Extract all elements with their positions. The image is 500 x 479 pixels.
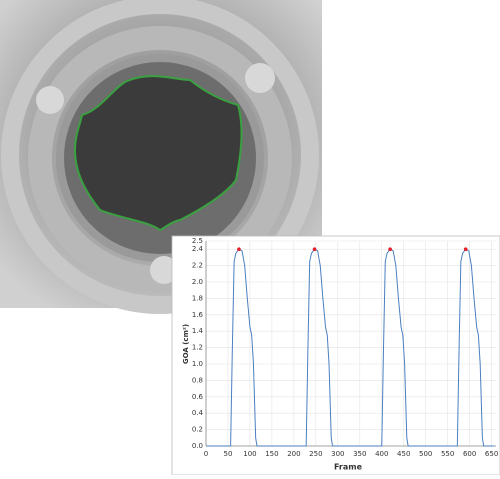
y-tick-label: 1.8 xyxy=(192,294,203,302)
x-tick-label: 650 xyxy=(485,450,498,458)
x-tick-label: 300 xyxy=(331,450,344,458)
x-tick-label: 600 xyxy=(463,450,476,458)
y-tick-label: 1.0 xyxy=(192,360,203,368)
x-tick-label: 100 xyxy=(243,450,256,458)
x-tick-label: 450 xyxy=(397,450,410,458)
y-tick-label: 1.2 xyxy=(192,344,203,352)
y-tick-label: 0.4 xyxy=(192,409,204,417)
y-tick-label: 2.2 xyxy=(192,262,203,270)
y-axis-label: GOA (cm²) xyxy=(182,324,190,364)
x-tick-label: 400 xyxy=(375,450,388,458)
y-tick-label: 2.5 xyxy=(192,237,203,245)
x-tick-label: 250 xyxy=(309,450,322,458)
y-tick-label: 1.4 xyxy=(192,327,204,335)
y-tick-label: 1.6 xyxy=(192,311,204,319)
y-tick-label: 2.0 xyxy=(192,278,203,286)
x-tick-label: 0 xyxy=(204,450,208,458)
x-tick-label: 350 xyxy=(353,450,366,458)
x-tick-label: 550 xyxy=(441,450,454,458)
y-tick-label: 2.4 xyxy=(192,245,204,253)
peak-marker xyxy=(312,247,317,251)
chart: Frame GOA (cm²) 0.0 0.2 0.4 0.6 0.8 1.0 1.2 1.4… xyxy=(171,235,500,476)
peak-marker xyxy=(237,247,241,251)
x-tick-label: 150 xyxy=(265,450,278,458)
peak-marker xyxy=(463,247,468,251)
x-tick-label: 50 xyxy=(224,450,233,458)
peak-marker xyxy=(388,247,392,251)
x-axis-label: Frame xyxy=(334,463,363,472)
y-tick-label: 0.8 xyxy=(192,376,203,384)
y-tick-label: 0.0 xyxy=(192,442,203,450)
y-tick-label: 0.2 xyxy=(192,426,203,434)
x-tick-label: 500 xyxy=(419,450,432,458)
valve-image xyxy=(0,0,322,314)
y-tick-label: 0.6 xyxy=(192,393,204,401)
x-tick-label: 200 xyxy=(287,450,300,458)
chart-panel xyxy=(171,235,500,476)
